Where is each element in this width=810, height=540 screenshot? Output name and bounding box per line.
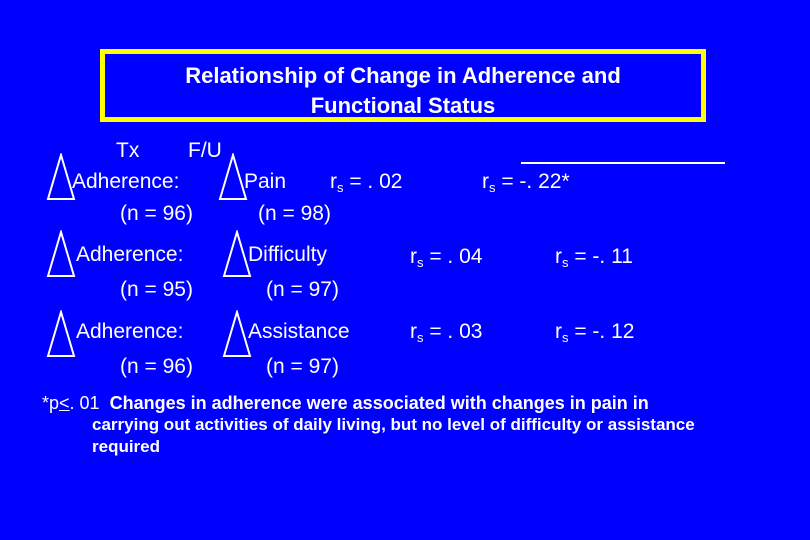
row1-right-n: (n = 98): [258, 202, 331, 225]
delta-icon: [46, 230, 76, 278]
title-line-2: Functional Status: [310, 93, 496, 118]
row2-r1: rs = . 04: [410, 245, 483, 270]
delta-icon: [46, 310, 76, 358]
row3-r2: rs = -. 12: [555, 320, 635, 345]
row3-left-n: (n = 96): [120, 355, 193, 378]
row2-left-label: Adherence:: [76, 243, 184, 266]
row3-r1: rs = . 03: [410, 320, 483, 345]
fu-label: F/U: [188, 139, 222, 162]
footnote-text-rest: carrying out activities of daily living,…: [92, 415, 695, 456]
row3-right-label: Assistance: [248, 320, 350, 343]
delta-icon: [222, 310, 252, 358]
row3-left-label: Adherence:: [76, 320, 184, 343]
title-line-1: Relationship of Change in Adherence and: [185, 63, 621, 88]
delta-icon: [222, 230, 252, 278]
row1-left-n: (n = 96): [120, 202, 193, 225]
footnote: *p<. 01 Changes in adherence were associ…: [42, 392, 762, 458]
row2-left-n: (n = 95): [120, 278, 193, 301]
footnote-text-first: Changes in adherence were associated wit…: [109, 393, 649, 413]
row1-r2: rs = -. 22*: [482, 170, 570, 195]
row2-right-n: (n = 97): [266, 278, 339, 301]
title-box: Relationship of Change in Adherence and …: [100, 49, 706, 122]
significance-marker: *p<. 01: [42, 393, 100, 413]
row1-r1: rs = . 02: [330, 170, 403, 195]
delta-icon: [46, 153, 76, 201]
row1-right-label: Pain: [244, 170, 287, 193]
tx-label: Tx: [116, 139, 140, 162]
delta-icon: [218, 153, 248, 201]
row1-left-label: Adherence:: [72, 170, 180, 193]
row3-right-n: (n = 97): [266, 355, 339, 378]
divider-line: [521, 162, 725, 164]
row2-right-label: Difficulty: [248, 243, 327, 266]
row2-r2: rs = -. 11: [555, 245, 633, 270]
